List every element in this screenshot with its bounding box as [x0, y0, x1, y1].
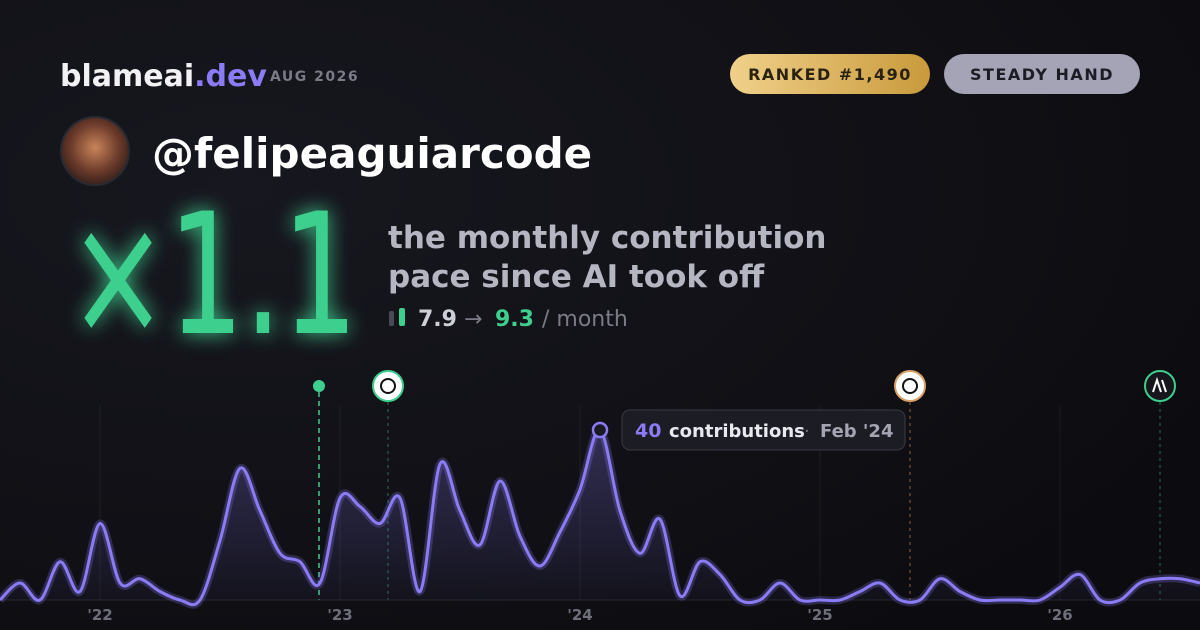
badge [944, 54, 1140, 94]
headline-line: pace since AI took off [388, 259, 765, 295]
x-tick-label: '23 [327, 606, 352, 624]
multiplier: ×1.1 [68, 177, 358, 373]
badge-text: STEADY HAND [970, 65, 1114, 84]
tooltip-sep: · [804, 421, 810, 442]
tooltip-value: 40 [635, 420, 661, 442]
event-icon [372, 370, 404, 402]
event-dot [313, 380, 325, 392]
badge [730, 54, 930, 94]
area [0, 429, 1200, 605]
before: 7.9 [418, 307, 457, 332]
x-tick-label: '26 [1047, 606, 1072, 624]
headline-line: the monthly contribution [388, 220, 826, 256]
peak-marker [591, 421, 609, 439]
tooltip [621, 409, 906, 451]
x-tick-label: '25 [807, 606, 832, 624]
period: AUG 2026 [270, 69, 359, 85]
bar-icon [399, 308, 405, 326]
plot: '22 '23 '24 '25 '26 40 contributions · Feb '24 [0, 405, 1200, 624]
x-tick-label: '22 [87, 606, 112, 624]
tooltip-date: Feb '24 [820, 421, 894, 442]
event-icon [902, 378, 918, 394]
handle: @felipeaguiarcode [152, 129, 592, 178]
brand: blameai.dev [60, 59, 267, 94]
avatar [60, 116, 130, 186]
x-tick-label: '24 [567, 606, 592, 624]
events [313, 370, 1176, 600]
after: 9.3 [495, 307, 534, 332]
badge-text: RANKED #1,490 [748, 65, 912, 84]
event-icon [894, 370, 926, 402]
event-icon [1152, 376, 1167, 393]
arrow: → [464, 307, 482, 332]
line [0, 428, 1200, 607]
bar-icon [389, 311, 394, 326]
brand-tld: .dev [194, 59, 267, 94]
unit: / month [542, 307, 628, 332]
event-icon [380, 378, 396, 394]
brand-name: blameai [60, 59, 194, 94]
tooltip-label: contributions [669, 421, 805, 442]
